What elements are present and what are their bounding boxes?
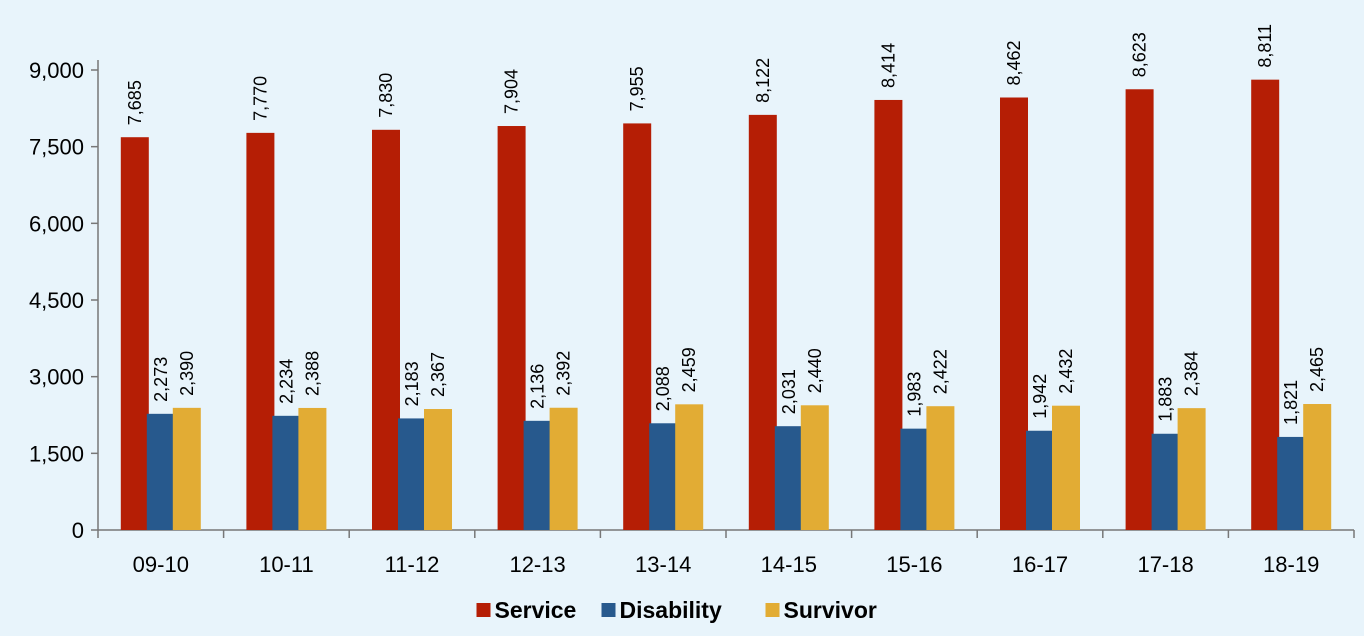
x-tick-label: 11-12 bbox=[385, 552, 440, 577]
bars bbox=[120, 79, 1332, 531]
x-tick-label: 14-15 bbox=[761, 552, 817, 577]
bar-service bbox=[1000, 97, 1028, 531]
bar-service bbox=[623, 123, 652, 531]
legend-label-service: Service bbox=[495, 597, 577, 623]
bar-survivor bbox=[549, 407, 578, 530]
bar-disability bbox=[523, 420, 552, 530]
y-axis: 0 1,500 3,000 4,500 6,000 7,500 9,000 bbox=[29, 58, 99, 543]
legend-swatch-survivor bbox=[765, 603, 780, 617]
data-label-survivor: 2,422 bbox=[930, 349, 950, 394]
bar-service bbox=[1251, 79, 1280, 530]
data-label-survivor: 2,384 bbox=[1182, 351, 1202, 396]
bar-disability bbox=[649, 423, 678, 530]
x-tick-label: 10-11 bbox=[259, 552, 314, 577]
x-tick-label: 18-19 bbox=[1263, 552, 1319, 577]
data-label-service: 8,414 bbox=[878, 43, 898, 88]
y-tick-label: 6,000 bbox=[29, 211, 84, 236]
data-labels: 7,685 7,770 7,830 7,904 7,955 8,122 8,414 8,462… bbox=[125, 24, 1327, 425]
y-tick-label: 0 bbox=[72, 518, 84, 543]
y-tick-label: 7,500 bbox=[29, 135, 84, 160]
bar-service bbox=[1125, 89, 1154, 530]
data-label-service: 8,462 bbox=[1004, 40, 1024, 85]
data-label-service: 7,685 bbox=[125, 80, 145, 125]
data-label-survivor: 2,440 bbox=[805, 348, 825, 393]
data-label-disability: 2,183 bbox=[402, 361, 422, 406]
data-label-service: 8,811 bbox=[1255, 24, 1275, 68]
data-label-disability: 2,234 bbox=[276, 359, 296, 404]
bar-survivor bbox=[1303, 404, 1332, 530]
data-label-service: 8,623 bbox=[1130, 32, 1150, 77]
x-tick-label: 17-18 bbox=[1137, 552, 1193, 577]
x-tick-label: 16-17 bbox=[1012, 552, 1068, 577]
data-label-survivor: 2,390 bbox=[177, 351, 197, 396]
bar-service bbox=[874, 99, 903, 530]
data-label-survivor: 2,432 bbox=[1056, 349, 1076, 394]
data-label-survivor: 2,388 bbox=[302, 351, 322, 396]
x-tick-label: 12-13 bbox=[509, 552, 565, 577]
data-label-survivor: 2,367 bbox=[428, 352, 448, 397]
data-label-service: 7,830 bbox=[376, 73, 396, 118]
data-label-service: 8,122 bbox=[753, 58, 773, 103]
data-label-disability: 2,031 bbox=[779, 369, 799, 414]
data-label-disability: 2,273 bbox=[151, 357, 171, 402]
bar-survivor bbox=[926, 406, 955, 530]
bar-survivor bbox=[172, 407, 201, 530]
data-label-service: 7,770 bbox=[250, 76, 270, 121]
bar-service bbox=[748, 114, 777, 531]
bar-survivor bbox=[1177, 408, 1206, 530]
bar-survivor bbox=[298, 407, 327, 530]
bar-disability bbox=[272, 415, 301, 530]
bar-survivor bbox=[675, 404, 704, 530]
bar-disability bbox=[146, 413, 175, 530]
legend-label-disability: Disability bbox=[620, 597, 722, 623]
legend-swatch-service bbox=[476, 603, 491, 617]
bar-service bbox=[372, 129, 400, 531]
bar-disability bbox=[398, 418, 426, 530]
bar-disability bbox=[774, 426, 803, 530]
bar-survivor bbox=[424, 409, 452, 530]
data-label-survivor: 2,459 bbox=[679, 347, 699, 392]
data-label-disability: 2,088 bbox=[653, 366, 673, 411]
bar-service bbox=[497, 126, 526, 531]
legend-label-survivor: Survivor bbox=[784, 597, 877, 623]
data-label-disability: 1,821 bbox=[1281, 380, 1301, 425]
data-label-disability: 1,883 bbox=[1156, 377, 1176, 422]
x-tick-label: 09-10 bbox=[133, 552, 189, 577]
bar-service bbox=[120, 137, 149, 530]
data-label-disability: 2,136 bbox=[528, 364, 548, 409]
data-label-service: 7,955 bbox=[627, 66, 647, 111]
y-tick-label: 4,500 bbox=[29, 288, 84, 313]
data-label-service: 7,904 bbox=[502, 69, 522, 114]
y-tick-label: 9,000 bbox=[29, 58, 84, 83]
x-axis: 09-10 10-11 11-12 12-13 13-14 14-15 15-16 16-17… bbox=[97, 529, 1355, 577]
legend-swatch-disability bbox=[601, 603, 616, 617]
bar-survivor bbox=[800, 405, 829, 530]
bar-survivor bbox=[1052, 405, 1080, 530]
bar-disability bbox=[900, 428, 929, 530]
bar-disability bbox=[1151, 433, 1180, 530]
data-label-disability: 1,942 bbox=[1030, 374, 1050, 419]
legend: Service Disability Survivor bbox=[476, 597, 877, 623]
data-label-survivor: 2,392 bbox=[554, 351, 574, 396]
y-tick-label: 1,500 bbox=[29, 441, 84, 466]
data-label-survivor: 2,465 bbox=[1307, 347, 1327, 392]
bar-service bbox=[246, 132, 275, 530]
data-label-disability: 1,983 bbox=[904, 372, 924, 417]
bar-disability bbox=[1277, 436, 1306, 530]
x-tick-label: 15-16 bbox=[886, 552, 942, 577]
bar-disability bbox=[1026, 430, 1054, 530]
y-tick-label: 3,000 bbox=[29, 365, 84, 390]
x-tick-label: 13-14 bbox=[635, 552, 691, 577]
